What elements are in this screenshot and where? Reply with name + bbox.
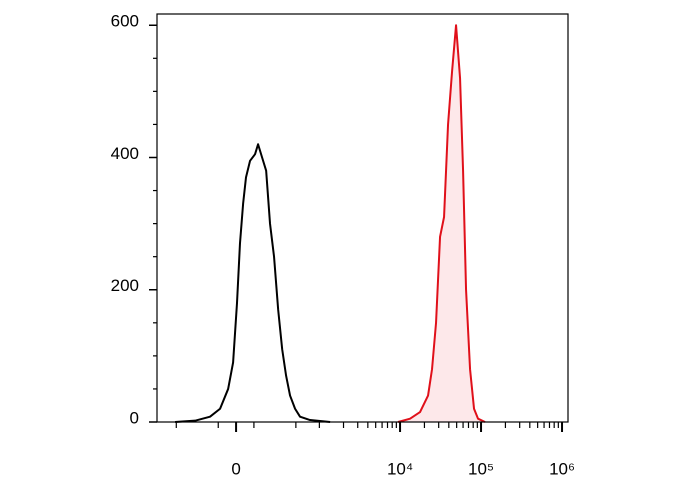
y-tick-label: 600 xyxy=(111,12,139,31)
plot-frame xyxy=(156,13,569,423)
x-tick-label: 10⁶ xyxy=(549,459,575,478)
histogram-line xyxy=(175,143,331,423)
y-tick-label: 200 xyxy=(111,276,139,295)
x-tick-label: 10⁵ xyxy=(468,459,494,478)
area-fill xyxy=(398,25,486,423)
x-tick-label: 10⁴ xyxy=(387,459,413,478)
x-tick-label: 0 xyxy=(231,459,240,478)
y-tick-label: 400 xyxy=(111,144,139,163)
y-tick-label: 0 xyxy=(130,408,139,427)
histogram-line xyxy=(397,24,486,423)
